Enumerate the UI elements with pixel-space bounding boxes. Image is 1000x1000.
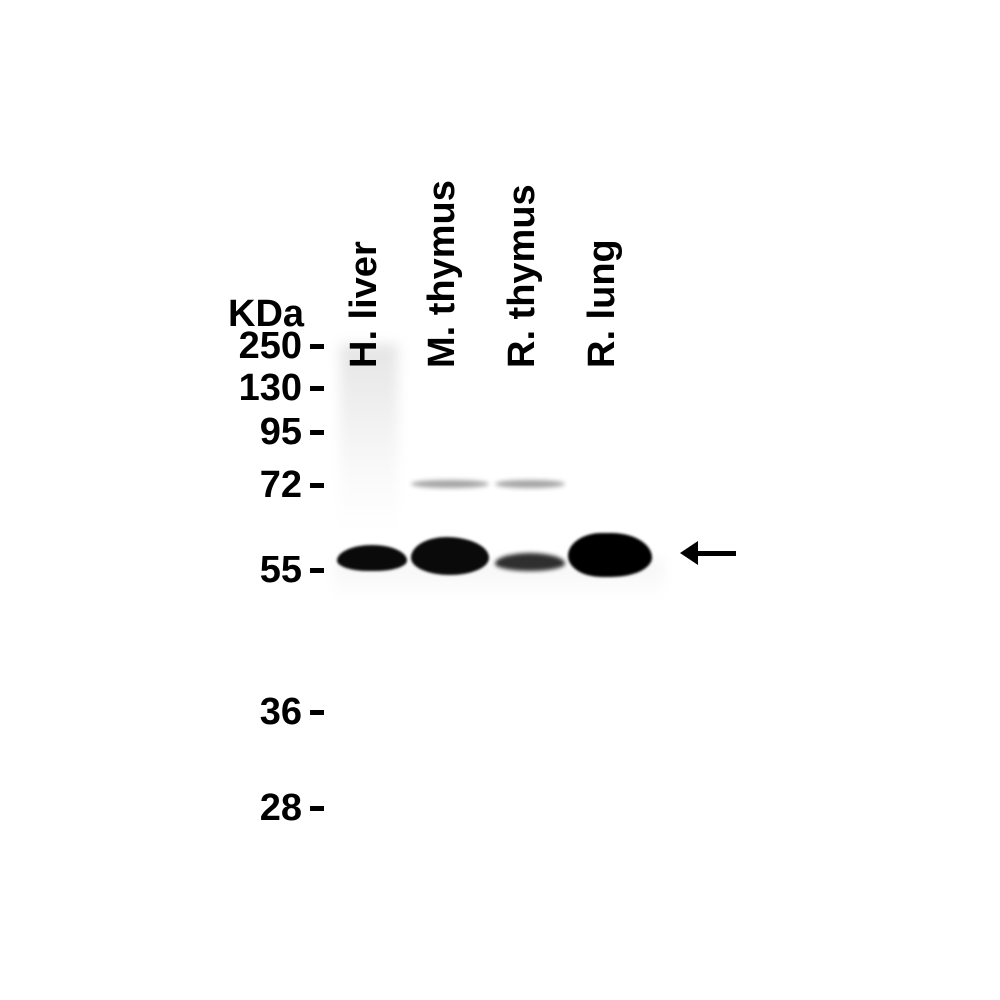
mw-marker-250: 250 (202, 325, 302, 368)
lane-label-3: R. lung (581, 239, 624, 368)
target-band-arrow-shaft (698, 551, 736, 556)
mw-marker-72: 72 (202, 464, 302, 507)
band-lane2-2 (495, 553, 565, 571)
band-lane2-5 (495, 480, 565, 488)
mw-tick-55 (310, 568, 324, 573)
band-lane3-3 (568, 533, 652, 577)
mw-tick-130 (310, 386, 324, 391)
western-blot-figure: KDa 2501309572553628H. liverM. thymusR. … (0, 0, 1000, 1000)
membrane-smudge-0 (340, 344, 398, 534)
mw-marker-36: 36 (202, 691, 302, 734)
mw-marker-55: 55 (202, 549, 302, 592)
mw-marker-95: 95 (202, 411, 302, 454)
lane-label-2: R. thymus (501, 184, 544, 368)
mw-tick-72 (310, 483, 324, 488)
band-lane1-1 (411, 537, 489, 575)
band-lane1-4 (411, 480, 489, 488)
lane-label-1: M. thymus (421, 180, 464, 368)
mw-tick-36 (310, 710, 324, 715)
mw-tick-250 (310, 344, 324, 349)
band-lane0-0 (337, 545, 407, 571)
mw-tick-95 (310, 430, 324, 435)
mw-marker-130: 130 (202, 367, 302, 410)
mw-tick-28 (310, 806, 324, 811)
mw-marker-28: 28 (202, 787, 302, 830)
target-band-arrow-head (680, 541, 698, 565)
